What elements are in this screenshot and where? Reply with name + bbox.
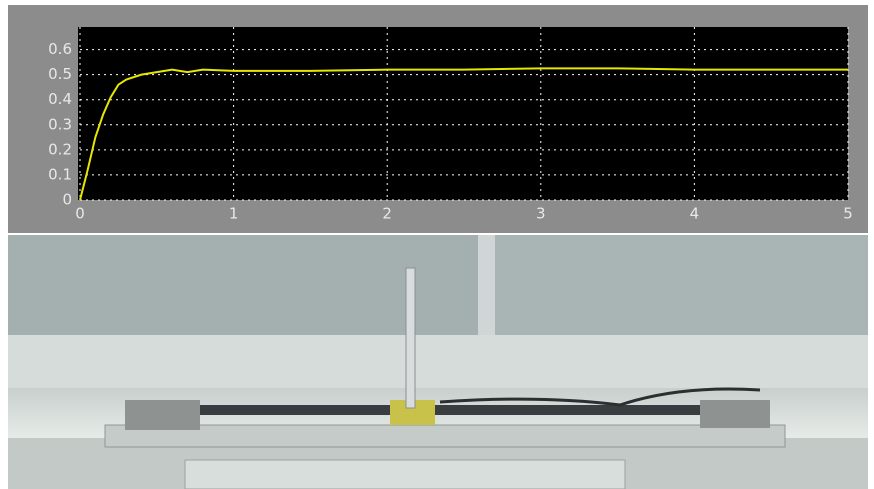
- pulley: [700, 400, 770, 428]
- x-tick-label: 4: [690, 205, 700, 223]
- plot-area: [78, 27, 848, 200]
- y-tick-label: 0: [62, 191, 72, 209]
- rail: [125, 405, 765, 415]
- y-tick-label: 0.4: [48, 90, 72, 108]
- x-tick-label: 2: [382, 205, 392, 223]
- motor: [125, 400, 200, 430]
- x-tick-label: 5: [843, 205, 853, 223]
- x-tick-label: 3: [536, 205, 546, 223]
- window-frame: [478, 235, 495, 335]
- x-tick-label: 1: [229, 205, 239, 223]
- pendulum: [406, 268, 415, 408]
- x-tick-label: 0: [75, 205, 85, 223]
- wall-panel: [8, 335, 868, 390]
- y-tick-label: 0.5: [48, 65, 72, 83]
- photo: [8, 235, 868, 489]
- y-tick-label: 0.1: [48, 165, 72, 183]
- y-tick-label: 0.6: [48, 40, 72, 58]
- window-pane: [495, 235, 868, 335]
- page: 0 0.1 0.2 0.3 0.4 0.5 0.6 0 1 2 3 4 5: [0, 0, 874, 489]
- y-tick-label: 0.3: [48, 115, 72, 133]
- rail-base: [105, 425, 785, 447]
- y-tick-label: 0.2: [48, 140, 72, 158]
- drawer: [185, 460, 625, 489]
